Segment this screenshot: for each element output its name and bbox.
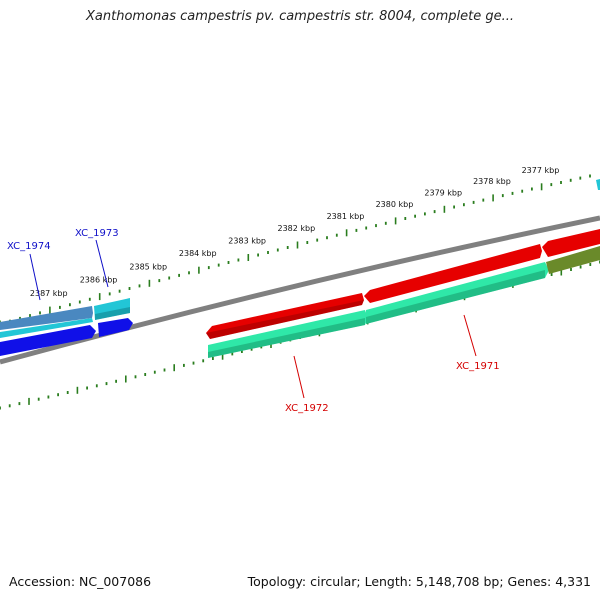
gene-xc-1974-cyan[interactable] [0,318,93,338]
ruler-tick-label: 2384 kbp [179,249,217,258]
outer-ruler-track [0,174,591,328]
gene-label-xc-1973[interactable]: XC_1973 [75,228,119,239]
ruler-tick-label: 2379 kbp [424,188,462,197]
genome-summary-text: Topology: circular; Length: 5,148,708 bp… [247,574,591,589]
gene-label-xc-1971[interactable]: XC_1971 [456,361,500,372]
map-title: Xanthomonas campestris pv. campestris st… [86,9,514,24]
ruler-tick-label: 2386 kbp [80,276,118,285]
ruler-tick-label: 2382 kbp [278,224,316,233]
accession-text: Accession: NC_007086 [9,574,152,589]
genome-backbone [0,215,600,365]
gene-blue-short[interactable] [98,318,133,337]
callout-line-xc-1974 [29,253,41,301]
gene-label-xc-1974[interactable]: XC_1974 [7,241,51,252]
callout-line-xc-1972 [293,355,305,399]
gene-olive[interactable] [546,246,600,274]
gene-forward-3[interactable] [542,229,600,257]
callout-line-xc-1973 [95,239,109,288]
gene-xc-1973-body[interactable] [94,298,130,320]
gene-label-xc-1972[interactable]: XC_1972 [285,403,329,414]
ruler-tick-label: 2387 kbp [30,289,68,298]
gene-forward-1[interactable] [206,293,364,339]
ruler-tick-label: 2377 kbp [522,166,560,175]
ruler-tick-label: 2381 kbp [327,212,365,221]
gene-blue-long[interactable] [0,325,96,356]
ruler-tick-labels: 2377 kbp 2378 kbp 2379 kbp 2380 kbp 2381 kbp… [30,166,559,298]
gene-xc-1971-body[interactable] [366,262,549,324]
ruler-tick-label: 2380 kbp [376,200,414,209]
gene-forward-2[interactable] [364,244,542,303]
ruler-tick-label: 2378 kbp [473,177,511,186]
callout-line-xc-1971 [463,314,477,357]
ruler-tick-label: 2383 kbp [228,237,266,246]
gene-xc-1972-body[interactable] [208,310,368,358]
ruler-tick-label: 2385 kbp [129,262,167,271]
gene-xc-1974-steel[interactable] [0,306,93,330]
gene-cyan-right-edge[interactable] [596,179,600,190]
